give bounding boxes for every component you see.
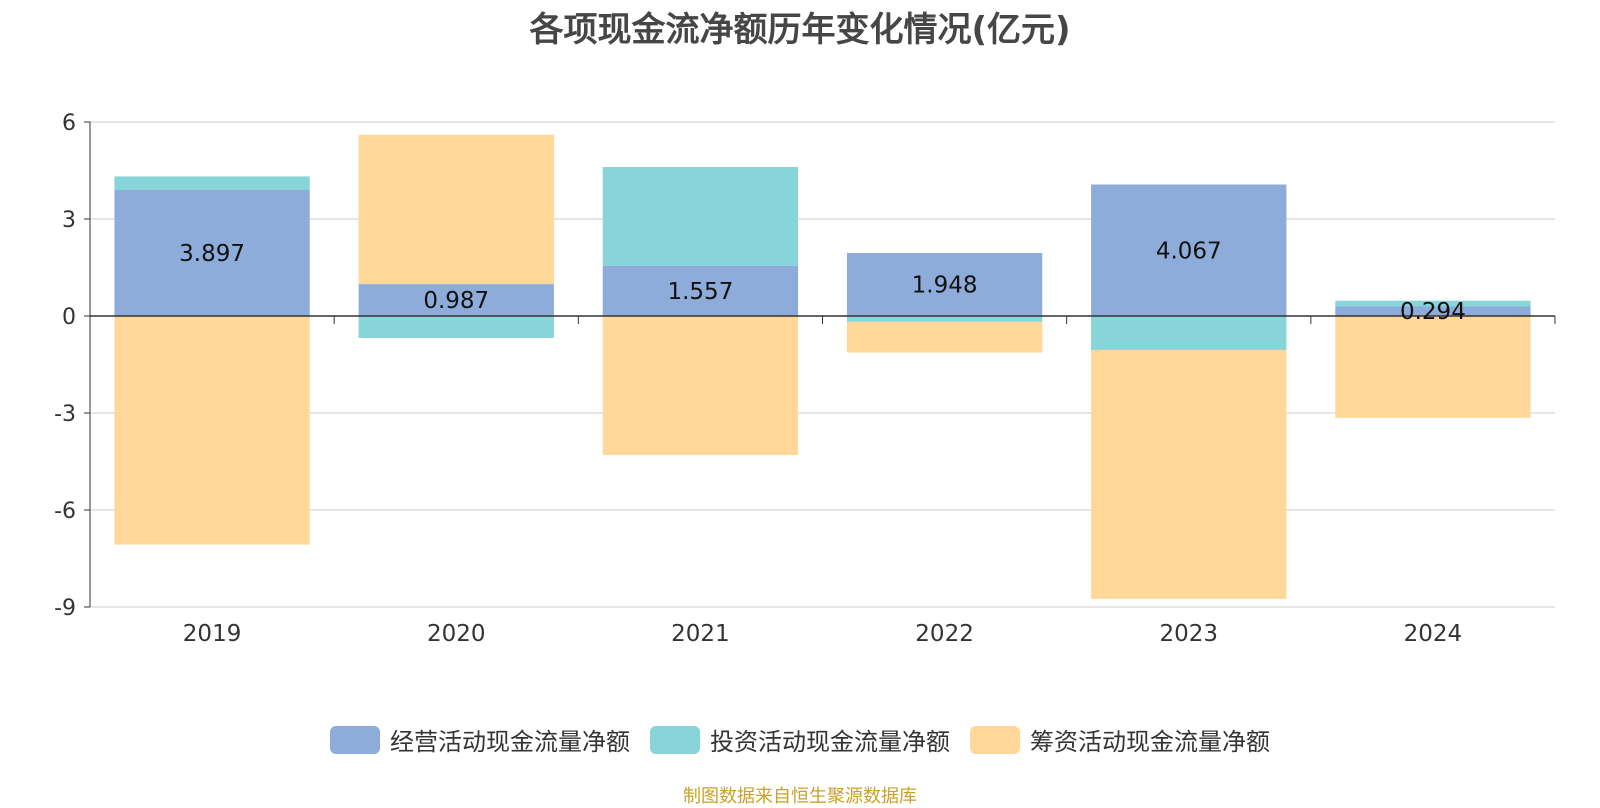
bar bbox=[1091, 349, 1287, 599]
axes: 6 3 0 -3 -6 -9 2019 2020 2021 2022 2023 2024 bbox=[54, 111, 1556, 647]
legend-item[interactable]: 投资活动现金流量净额 bbox=[650, 722, 950, 757]
legend-swatch bbox=[330, 725, 380, 754]
bar bbox=[1335, 316, 1531, 418]
x-tick-label: 2023 bbox=[1159, 621, 1218, 647]
data-labels: 3.897 0.987 1.557 1.948 4.067 0.294 bbox=[179, 238, 1466, 325]
bar bbox=[846, 321, 1043, 353]
legend: 经营活动现金流量净额 投资活动现金流量净额 筹资活动现金流量净额 bbox=[0, 722, 1600, 757]
y-tick-label: -9 bbox=[54, 596, 76, 621]
bar bbox=[114, 176, 310, 190]
x-tick-label: 2022 bbox=[915, 621, 974, 647]
x-tick-label: 2021 bbox=[671, 621, 730, 647]
y-tick-label: -6 bbox=[54, 499, 76, 524]
chart-title: 各项现金流净额历年变化情况(亿元) bbox=[529, 10, 1071, 50]
bar bbox=[602, 167, 799, 266]
bar bbox=[358, 284, 554, 316]
legend-label: 经营活动现金流量净额 bbox=[390, 728, 630, 756]
legend-label: 投资活动现金流量净额 bbox=[710, 728, 950, 756]
bar bbox=[114, 189, 310, 316]
y-tick-label: -3 bbox=[54, 402, 76, 427]
x-tick-label: 2020 bbox=[427, 621, 486, 647]
source-note: 制图数据来自恒生聚源数据库 bbox=[683, 786, 917, 807]
chart-plot: 6 3 0 -3 -6 -9 2019 2020 2021 2022 2023 2024 3.897 0… bbox=[54, 111, 1556, 647]
legend-swatch bbox=[970, 725, 1020, 754]
bar bbox=[1335, 300, 1531, 307]
legend-label: 筹资活动现金流量净额 bbox=[1030, 728, 1270, 756]
bar bbox=[846, 253, 1043, 316]
legend-item[interactable]: 经营活动现金流量净额 bbox=[330, 722, 630, 757]
bar bbox=[602, 265, 799, 316]
legend-item[interactable]: 筹资活动现金流量净额 bbox=[970, 722, 1270, 757]
gridlines bbox=[90, 121, 1555, 608]
bar bbox=[1335, 306, 1531, 316]
bar bbox=[602, 316, 799, 456]
data-label: 0.294 bbox=[1400, 299, 1466, 325]
y-tick-label: 6 bbox=[62, 111, 76, 136]
bar bbox=[358, 316, 554, 338]
bar bbox=[1091, 184, 1287, 316]
bar bbox=[114, 316, 310, 545]
y-tick-label: 0 bbox=[62, 305, 76, 330]
data-label: 3.897 bbox=[179, 241, 245, 267]
data-label: 1.557 bbox=[667, 279, 733, 305]
data-label: 0.987 bbox=[423, 288, 489, 314]
x-tick-label: 2019 bbox=[183, 621, 242, 647]
x-tick-label: 2024 bbox=[1404, 621, 1463, 647]
legend-swatch bbox=[650, 725, 700, 754]
bar bbox=[358, 134, 554, 285]
bar bbox=[1091, 316, 1287, 350]
bar bbox=[846, 316, 1043, 322]
data-label: 4.067 bbox=[1156, 238, 1222, 264]
bars bbox=[114, 134, 1531, 599]
data-label: 1.948 bbox=[912, 273, 978, 299]
y-tick-label: 3 bbox=[62, 208, 76, 233]
